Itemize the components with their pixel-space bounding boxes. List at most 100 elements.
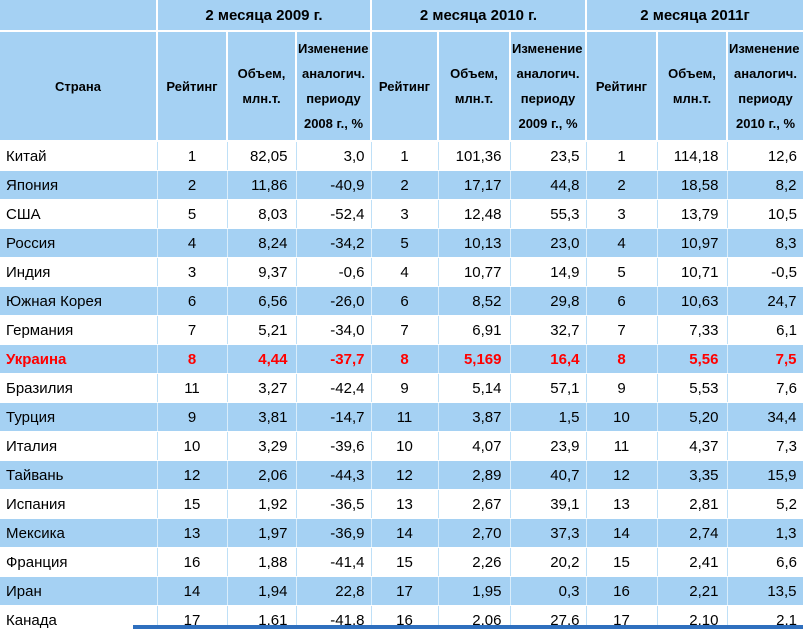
change-2009-cell: -34,2 bbox=[296, 228, 372, 258]
change-2011-cell: 10,5 bbox=[727, 199, 803, 229]
volume-2011-cell: 2,21 bbox=[657, 576, 728, 606]
country-cell: Турция bbox=[0, 402, 158, 432]
volume-2011-cell: 2,74 bbox=[657, 518, 728, 548]
column-header-row: Страна Рейтинг Объем, млн.т. Изменение к… bbox=[0, 31, 803, 142]
change-2011-cell: 6,6 bbox=[727, 547, 803, 577]
corner-cell bbox=[0, 0, 158, 32]
rating-2010-cell: 12 bbox=[371, 460, 439, 490]
rating-2010-cell: 9 bbox=[371, 373, 439, 403]
rating-2010-cell: 4 bbox=[371, 257, 439, 287]
year-header-2009: 2 месяца 2009 г. bbox=[157, 0, 372, 32]
volume-2009-cell: 8,24 bbox=[227, 228, 297, 258]
change-2009-cell: -52,4 bbox=[296, 199, 372, 229]
volume-2010-cell: 12,48 bbox=[438, 199, 511, 229]
rating-2010-cell: 2 bbox=[371, 170, 439, 200]
table-row: Германия 7 5,21 -34,0 7 6,91 32,7 7 7,33… bbox=[0, 315, 803, 345]
country-cell: Бразилия bbox=[0, 373, 158, 403]
rating-2010-cell: 1 bbox=[371, 141, 439, 171]
year-header-2011: 2 месяца 2011г bbox=[586, 0, 803, 32]
rating-2010-cell: 6 bbox=[371, 286, 439, 316]
change-2010-cell: 23,0 bbox=[510, 228, 587, 258]
table-row: Индия 3 9,37 -0,6 4 10,77 14,9 5 10,71 -… bbox=[0, 257, 803, 287]
change-2009-cell: -44,3 bbox=[296, 460, 372, 490]
change-2011-cell: 5,2 bbox=[727, 489, 803, 519]
volume-2009-cell: 3,81 bbox=[227, 402, 297, 432]
volume-2009-cell: 82,05 bbox=[227, 141, 297, 171]
volume-2009-cell: 2,06 bbox=[227, 460, 297, 490]
volume-2011-cell: 2,81 bbox=[657, 489, 728, 519]
volume-2010-cell: 5,169 bbox=[438, 344, 511, 374]
volume-2009-cell: 9,37 bbox=[227, 257, 297, 287]
table-row: Китай 1 82,05 3,0 1 101,36 23,5 1 114,18… bbox=[0, 141, 803, 171]
rating-2009-cell: 1 bbox=[157, 141, 228, 171]
country-cell: Испания bbox=[0, 489, 158, 519]
change-2010-cell: 16,4 bbox=[510, 344, 587, 374]
change-2010-cell: 55,3 bbox=[510, 199, 587, 229]
volume-2009-cell: 1,92 bbox=[227, 489, 297, 519]
rating-2009-cell: 6 bbox=[157, 286, 228, 316]
volume-2010-cell: 2,89 bbox=[438, 460, 511, 490]
country-cell: Тайвань bbox=[0, 460, 158, 490]
change-2010-cell: 40,7 bbox=[510, 460, 587, 490]
change-header-2011: Изменение к аналогич. периоду 2010 г., % bbox=[727, 31, 803, 142]
rating-2010-cell: 7 bbox=[371, 315, 439, 345]
rating-header-2011: Рейтинг bbox=[586, 31, 658, 142]
rating-2011-cell: 3 bbox=[586, 199, 658, 229]
volume-2011-cell: 18,58 bbox=[657, 170, 728, 200]
table-row: Южная Корея 6 6,56 -26,0 6 8,52 29,8 6 1… bbox=[0, 286, 803, 316]
volume-2010-cell: 2,06 bbox=[438, 605, 511, 629]
change-2009-cell: -39,6 bbox=[296, 431, 372, 461]
volume-2009-cell: 8,03 bbox=[227, 199, 297, 229]
volume-2009-cell: 3,29 bbox=[227, 431, 297, 461]
volume-2010-cell: 10,13 bbox=[438, 228, 511, 258]
volume-2010-cell: 8,52 bbox=[438, 286, 511, 316]
rating-2010-cell: 11 bbox=[371, 402, 439, 432]
change-2010-cell: 37,3 bbox=[510, 518, 587, 548]
rating-2009-cell: 5 bbox=[157, 199, 228, 229]
change-2009-cell: -26,0 bbox=[296, 286, 372, 316]
table-row: Иран 14 1,94 22,8 17 1,95 0,3 16 2,21 13… bbox=[0, 576, 803, 606]
volume-2010-cell: 1,95 bbox=[438, 576, 511, 606]
change-2009-cell: -36,9 bbox=[296, 518, 372, 548]
volume-2009-cell: 1,94 bbox=[227, 576, 297, 606]
volume-2011-cell: 13,79 bbox=[657, 199, 728, 229]
change-2010-cell: 23,5 bbox=[510, 141, 587, 171]
volume-2011-cell: 10,97 bbox=[657, 228, 728, 258]
rating-2010-cell: 17 bbox=[371, 576, 439, 606]
rating-2009-cell: 12 bbox=[157, 460, 228, 490]
rating-2011-cell: 1 bbox=[586, 141, 658, 171]
change-2009-cell: -42,4 bbox=[296, 373, 372, 403]
country-column-header: Страна bbox=[0, 31, 158, 142]
volume-2009-cell: 4,44 bbox=[227, 344, 297, 374]
change-2011-cell: 13,5 bbox=[727, 576, 803, 606]
rating-2009-cell: 2 bbox=[157, 170, 228, 200]
rating-2009-cell: 10 bbox=[157, 431, 228, 461]
change-2009-cell: 22,8 bbox=[296, 576, 372, 606]
table-row: Мексика 13 1,97 -36,9 14 2,70 37,3 14 2,… bbox=[0, 518, 803, 548]
rating-2011-cell: 5 bbox=[586, 257, 658, 287]
rating-2011-cell: 2 bbox=[586, 170, 658, 200]
change-2009-cell: -40,9 bbox=[296, 170, 372, 200]
table-row: Италия 10 3,29 -39,6 10 4,07 23,9 11 4,3… bbox=[0, 431, 803, 461]
rating-2009-cell: 4 bbox=[157, 228, 228, 258]
rating-2010-cell: 14 bbox=[371, 518, 439, 548]
volume-2009-cell: 1,97 bbox=[227, 518, 297, 548]
rating-2011-cell: 9 bbox=[586, 373, 658, 403]
change-2009-cell: -34,0 bbox=[296, 315, 372, 345]
change-2011-cell: 6,1 bbox=[727, 315, 803, 345]
change-2010-cell: 20,2 bbox=[510, 547, 587, 577]
rating-2011-cell: 17 bbox=[586, 605, 658, 629]
country-cell: Франция bbox=[0, 547, 158, 577]
change-2010-cell: 1,5 bbox=[510, 402, 587, 432]
change-2009-cell: -41,4 bbox=[296, 547, 372, 577]
change-2011-cell: 24,7 bbox=[727, 286, 803, 316]
volume-2010-cell: 6,91 bbox=[438, 315, 511, 345]
volume-2011-cell: 4,37 bbox=[657, 431, 728, 461]
volume-2010-cell: 5,14 bbox=[438, 373, 511, 403]
rating-2009-cell: 3 bbox=[157, 257, 228, 287]
table-row: Турция 9 3,81 -14,7 11 3,87 1,5 10 5,20 … bbox=[0, 402, 803, 432]
volume-2010-cell: 4,07 bbox=[438, 431, 511, 461]
rating-2010-cell: 10 bbox=[371, 431, 439, 461]
change-2011-cell: 1,3 bbox=[727, 518, 803, 548]
